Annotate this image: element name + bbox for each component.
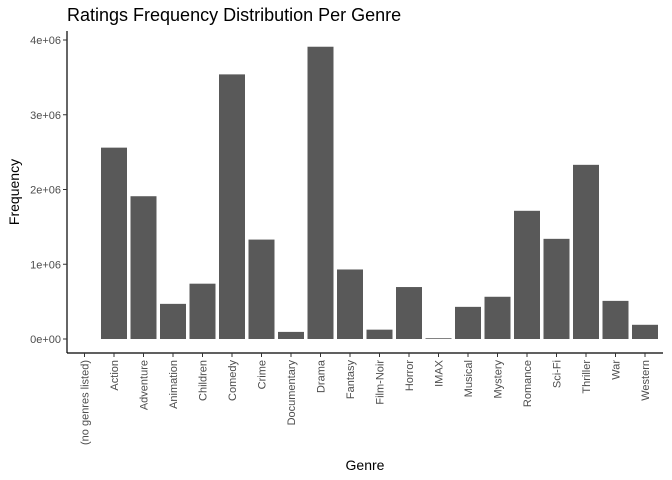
x-tick-label: IMAX bbox=[434, 359, 446, 387]
x-tick-label: Children bbox=[198, 360, 210, 401]
bar bbox=[189, 283, 216, 339]
x-tick-label: Action bbox=[109, 360, 121, 391]
bar bbox=[455, 306, 481, 339]
x-tick-label: Drama bbox=[316, 359, 328, 393]
bar bbox=[425, 338, 452, 339]
x-tick-label: (no genres listed) bbox=[80, 360, 92, 445]
x-tick-label: Mystery bbox=[493, 360, 505, 399]
bars bbox=[101, 46, 658, 339]
bar bbox=[484, 296, 511, 339]
x-axis: (no genres listed) Action Adventure Animati… bbox=[67, 352, 663, 445]
y-axis: 0e+00 1e+06 2e+06 3e+06 4e+06 bbox=[30, 31, 68, 353]
y-tick-label: 4e+06 bbox=[30, 35, 61, 47]
x-tick-label: Western bbox=[640, 360, 652, 401]
x-tick-label: Documentary bbox=[286, 360, 298, 426]
x-tick-label: Thriller bbox=[581, 360, 593, 394]
y-tick-label: 1e+06 bbox=[30, 259, 61, 271]
y-tick-label: 3e+06 bbox=[30, 110, 61, 122]
bar bbox=[543, 238, 570, 339]
x-axis-title: Genre bbox=[346, 457, 385, 473]
bar bbox=[160, 303, 186, 339]
x-tick-label: Sci-Fi bbox=[552, 360, 564, 388]
y-tick-label: 2e+06 bbox=[30, 185, 61, 197]
bar bbox=[130, 196, 157, 339]
x-tick-label: Comedy bbox=[227, 360, 239, 401]
bar bbox=[278, 331, 304, 339]
bar bbox=[573, 164, 599, 339]
bar bbox=[219, 74, 245, 339]
x-tick-label: Musical bbox=[463, 360, 475, 397]
bar bbox=[366, 329, 393, 339]
y-axis-title: Frequency bbox=[6, 159, 22, 225]
x-tick-label: Crime bbox=[257, 360, 269, 389]
bar bbox=[307, 46, 334, 339]
bar bbox=[337, 269, 363, 339]
bar bbox=[632, 324, 658, 339]
bar bbox=[396, 287, 422, 339]
bar bbox=[248, 239, 275, 339]
x-tick-label: Film-Noir bbox=[375, 360, 387, 405]
chart-title: Ratings Frequency Distribution Per Genre bbox=[67, 5, 401, 25]
x-tick-label: Animation bbox=[168, 360, 180, 409]
x-tick-label: Horror bbox=[404, 360, 416, 392]
bar bbox=[101, 147, 127, 339]
x-tick-label: War bbox=[611, 360, 623, 380]
bar bbox=[514, 210, 540, 339]
x-tick-label: Romance bbox=[522, 360, 534, 407]
bar bbox=[602, 300, 629, 339]
x-tick-label: Adventure bbox=[139, 360, 151, 410]
y-tick-label: 0e+00 bbox=[30, 334, 61, 346]
x-tick-label: Fantasy bbox=[345, 360, 357, 400]
